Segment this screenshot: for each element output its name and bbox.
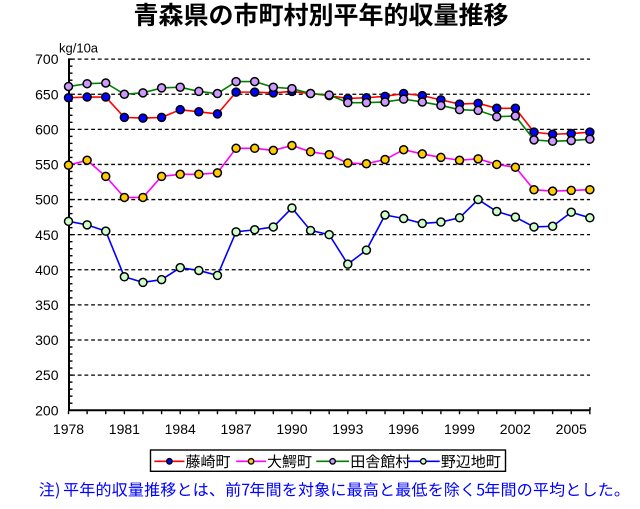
svg-text:500: 500	[35, 192, 59, 208]
svg-text:550: 550	[35, 157, 59, 173]
svg-text:250: 250	[35, 367, 59, 383]
svg-text:1999: 1999	[444, 421, 475, 437]
svg-text:450: 450	[35, 227, 59, 243]
svg-text:200: 200	[35, 402, 59, 418]
svg-text:2005: 2005	[556, 421, 587, 437]
svg-text:1993: 1993	[332, 421, 363, 437]
svg-text:1984: 1984	[165, 421, 196, 437]
svg-text:1996: 1996	[388, 421, 419, 437]
svg-text:400: 400	[35, 262, 59, 278]
svg-text:2002: 2002	[500, 421, 531, 437]
svg-text:1981: 1981	[109, 421, 140, 437]
svg-text:1987: 1987	[221, 421, 252, 437]
svg-text:350: 350	[35, 297, 59, 313]
svg-text:700: 700	[35, 51, 59, 67]
svg-text:1990: 1990	[276, 421, 307, 437]
svg-text:kg/10a: kg/10a	[59, 41, 99, 56]
svg-text:300: 300	[35, 332, 59, 348]
svg-text:1978: 1978	[53, 421, 84, 437]
svg-text:600: 600	[35, 121, 59, 137]
svg-text:650: 650	[35, 86, 59, 102]
